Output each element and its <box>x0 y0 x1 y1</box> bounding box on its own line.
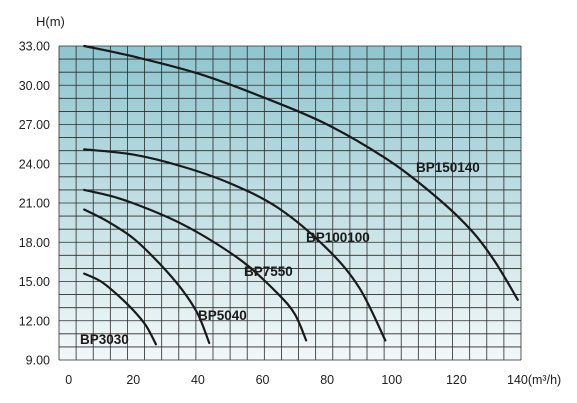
y-tick-label: 15.00 <box>19 275 50 289</box>
x-tick-label: 80 <box>320 373 334 387</box>
x-axis-title: 140(m³/h) <box>507 373 561 387</box>
curve-bp100100 <box>83 148 387 342</box>
series-label-bp100100: BP100100 <box>306 230 370 245</box>
x-tick-label: 60 <box>256 373 270 387</box>
y-tick-label: 12.00 <box>19 314 50 328</box>
curve-bp3030 <box>83 272 158 346</box>
x-tick-label: 40 <box>191 373 205 387</box>
x-tick-label: 120 <box>446 373 467 387</box>
y-tick-label: 30.00 <box>19 79 50 93</box>
y-tick-label: 18.00 <box>19 236 50 250</box>
y-tick-label: 9.00 <box>26 354 50 368</box>
y-axis-ticks: 9.00 12.00 15.00 18.00 21.00 24.00 27.00 30.00 3… <box>19 40 50 368</box>
grid <box>58 45 522 361</box>
y-tick-label: 27.00 <box>19 118 50 132</box>
x-tick-label: 20 <box>126 373 140 387</box>
series-label-bp5040: BP5040 <box>198 308 247 323</box>
y-axis-title: H(m) <box>36 14 65 29</box>
x-axis-ticks: 0 20 40 60 80 100 120 <box>65 373 467 387</box>
y-tick-label: 21.00 <box>19 197 50 211</box>
y-tick-label: 33.00 <box>19 40 50 54</box>
curve-bp7550 <box>83 188 308 342</box>
y-tick-label: 24.00 <box>19 157 50 171</box>
curves <box>83 44 519 346</box>
x-tick-label: 100 <box>381 373 402 387</box>
series-label-bp7550: BP7550 <box>244 264 293 279</box>
curve-bp150140 <box>83 44 519 301</box>
series-label-bp3030: BP3030 <box>80 332 129 347</box>
series-labels: BP3030 BP5040 BP7550 BP100100 BP150140 <box>80 160 480 347</box>
curve-bp5040 <box>83 208 211 345</box>
x-tick-label: 0 <box>65 373 72 387</box>
series-label-bp150140: BP150140 <box>416 160 480 175</box>
